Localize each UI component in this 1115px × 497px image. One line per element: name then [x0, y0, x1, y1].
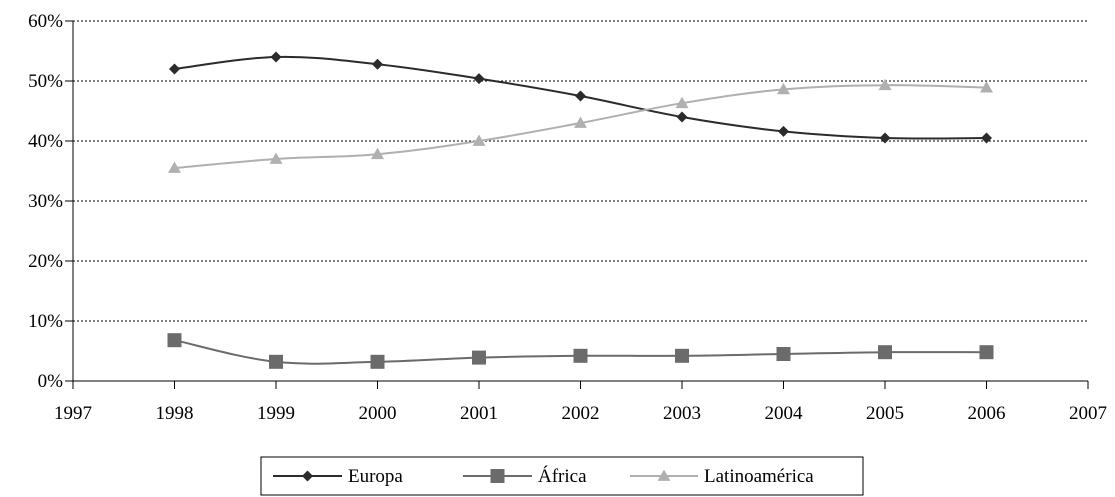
- y-tick-label: 40%: [28, 131, 63, 152]
- x-tick-label: 2000: [359, 403, 397, 424]
- y-tick-label: 60%: [28, 11, 63, 32]
- series-africa: [167, 333, 994, 369]
- legend-label: Europa: [348, 466, 403, 487]
- series-europa: [169, 51, 992, 144]
- data-point-latinoamerica: [371, 147, 384, 160]
- data-point-latinoamerica: [168, 161, 181, 173]
- data-point-africa: [472, 350, 486, 365]
- y-tick-label: 0%: [38, 371, 64, 392]
- data-point-europa: [879, 132, 891, 144]
- data-point-europa: [473, 73, 485, 85]
- legend: Europa África Latinoamérica: [260, 456, 864, 496]
- legend-item-africa: África: [463, 465, 587, 487]
- series-lines: [167, 51, 994, 369]
- data-point-africa: [979, 345, 994, 360]
- data-point-latinoamerica: [472, 134, 486, 146]
- data-point-latinoamerica: [777, 82, 790, 95]
- data-point-africa: [776, 347, 791, 361]
- y-tick-label: 10%: [28, 311, 63, 332]
- data-point-africa: [573, 348, 588, 363]
- x-tick-label: 2004: [765, 403, 804, 424]
- x-tick-label: 2006: [968, 403, 1006, 424]
- legend-label: África: [538, 465, 587, 487]
- x-tick-label: 1997: [54, 403, 92, 424]
- x-tick-label: 2003: [663, 403, 701, 424]
- axes: [65, 20, 1089, 389]
- data-point-europa: [169, 63, 180, 75]
- data-point-europa: [981, 132, 992, 144]
- legend-item-europa: Europa: [273, 466, 403, 487]
- data-point-africa: [878, 345, 892, 360]
- data-point-europa: [778, 125, 789, 137]
- data-point-africa: [167, 333, 182, 348]
- legend-marker: [657, 469, 671, 481]
- gridlines: [73, 20, 1088, 322]
- x-tick-label: 2005: [866, 403, 904, 424]
- data-point-europa: [676, 111, 688, 123]
- data-point-europa: [372, 58, 383, 70]
- y-tick-label: 30%: [28, 191, 63, 212]
- data-point-latinoamerica: [574, 116, 587, 128]
- x-tick-label: 2001: [460, 403, 498, 424]
- x-tick-labels: 1997 1998 1999 2000 2001 2002 2003 2004 2005 2006…: [54, 403, 1107, 424]
- data-point-latinoamerica: [980, 81, 993, 93]
- x-tick-label: 2002: [562, 403, 600, 424]
- legend-marker: [302, 470, 313, 482]
- legend-label: Latinoamérica: [704, 466, 814, 487]
- legend-box: [260, 456, 864, 496]
- data-point-europa: [270, 51, 282, 63]
- data-point-latinoamerica: [675, 96, 689, 109]
- data-point-africa: [370, 354, 385, 369]
- y-tick-labels: 0% 10% 20% 30% 40% 50% 60%: [28, 11, 63, 392]
- x-tick-label: 1998: [156, 403, 194, 424]
- data-point-latinoamerica: [878, 78, 892, 91]
- legend-marker: [490, 469, 505, 483]
- legend-item-latinoamerica: Latinoamérica: [630, 466, 814, 487]
- data-point-africa: [269, 354, 283, 369]
- data-point-africa: [675, 348, 689, 363]
- data-point-europa: [575, 90, 586, 102]
- data-point-latinoamerica: [269, 152, 283, 164]
- y-tick-label: 50%: [28, 71, 63, 92]
- y-tick-label: 20%: [28, 251, 63, 272]
- x-tick-label: 1999: [257, 403, 295, 424]
- series-latinoamerica: [168, 78, 993, 173]
- x-tick-label: 2007: [1069, 403, 1107, 424]
